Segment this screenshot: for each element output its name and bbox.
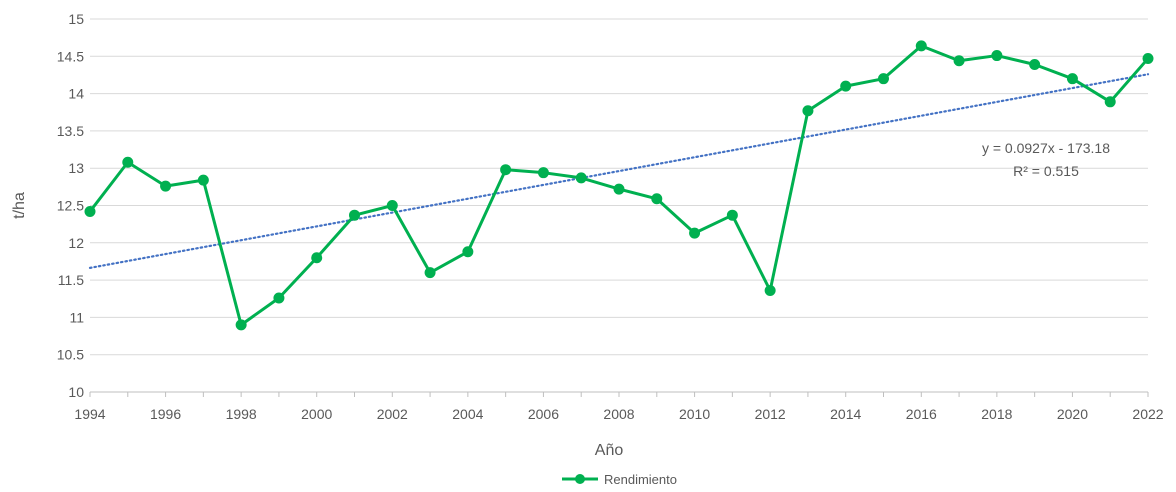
data-point[interactable] <box>613 183 625 195</box>
y-tick-label: 10 <box>68 384 84 400</box>
data-point[interactable] <box>840 80 852 92</box>
legend[interactable]: Rendimiento <box>562 472 677 487</box>
data-point[interactable] <box>1066 73 1078 85</box>
x-tick-label: 2008 <box>603 406 634 422</box>
data-point[interactable] <box>424 267 436 279</box>
data-point[interactable] <box>273 292 285 304</box>
trendline-equation: y = 0.0927x - 173.18 <box>982 140 1110 156</box>
x-tick-label: 2006 <box>528 406 559 422</box>
x-axis-title: Año <box>595 442 624 459</box>
legend-dot-marker <box>575 474 585 484</box>
y-tick-label: 12 <box>68 235 84 251</box>
data-point[interactable] <box>726 209 738 221</box>
trendline-group: y = 0.0927x - 173.18 R² = 0.515 <box>88 73 1150 269</box>
data-point[interactable] <box>991 50 1003 62</box>
x-tick-label: 2004 <box>452 406 483 422</box>
data-point[interactable] <box>764 285 776 297</box>
data-point[interactable] <box>689 227 701 239</box>
data-point[interactable] <box>160 180 172 192</box>
data-point[interactable] <box>311 252 323 264</box>
y-tick-label: 10.5 <box>57 347 84 363</box>
trendline <box>88 73 1150 269</box>
y-tick-labels: 10 10.5 11 11.5 12 12.5 13 13.5 14 14.5 15 <box>57 11 84 400</box>
data-point[interactable] <box>802 105 814 117</box>
data-point[interactable] <box>1029 59 1041 71</box>
x-tick-label: 2012 <box>755 406 786 422</box>
gridlines <box>90 18 1148 393</box>
y-tick-label: 11 <box>69 309 84 325</box>
data-point[interactable] <box>1104 96 1116 108</box>
x-tick-label: 2010 <box>679 406 710 422</box>
y-tick-label: 14 <box>68 86 84 102</box>
y-tick-label: 12.5 <box>57 198 84 214</box>
data-point[interactable] <box>197 174 209 186</box>
y-tick-label: 13.5 <box>57 123 84 139</box>
data-point[interactable] <box>462 246 474 258</box>
legend-label-rendimiento: Rendimiento <box>604 472 677 487</box>
y-axis-title: t/ha <box>11 192 28 219</box>
x-tick-label: 2020 <box>1057 406 1088 422</box>
y-tick-label: 15 <box>68 11 84 27</box>
x-tick-label: 1994 <box>74 406 105 422</box>
data-point[interactable] <box>235 319 247 331</box>
x-tick-label: 1998 <box>226 406 257 422</box>
series-rendimiento <box>84 40 1154 331</box>
x-tick-labels: 1994 1996 1998 2000 2002 2004 2006 2008 2010 2012… <box>74 406 1163 422</box>
x-tick-label: 2002 <box>377 406 408 422</box>
data-point[interactable] <box>500 164 512 176</box>
series-points <box>84 40 1154 331</box>
data-point[interactable] <box>537 167 549 179</box>
y-tick-label: 13 <box>68 160 84 176</box>
data-point[interactable] <box>386 200 398 211</box>
x-tick-label: 1996 <box>150 406 181 422</box>
data-point[interactable] <box>878 73 889 85</box>
y-tick-label: 14.5 <box>57 48 84 64</box>
x-tick-label: 2022 <box>1132 406 1163 422</box>
data-point[interactable] <box>915 40 927 52</box>
data-point[interactable] <box>1142 53 1154 65</box>
data-point[interactable] <box>575 172 587 184</box>
x-tick-label: 2000 <box>301 406 332 422</box>
data-point[interactable] <box>84 205 96 217</box>
axes <box>89 391 1149 397</box>
x-tick-label: 2016 <box>906 406 937 422</box>
data-point[interactable] <box>122 156 134 168</box>
x-tick-label: 2014 <box>830 406 861 422</box>
data-point[interactable] <box>651 193 663 205</box>
data-point[interactable] <box>349 209 360 221</box>
y-tick-label: 11.5 <box>58 272 84 288</box>
trendline-r2: R² = 0.515 <box>1013 163 1079 179</box>
x-tick-label: 2018 <box>981 406 1012 422</box>
data-point[interactable] <box>953 55 965 67</box>
